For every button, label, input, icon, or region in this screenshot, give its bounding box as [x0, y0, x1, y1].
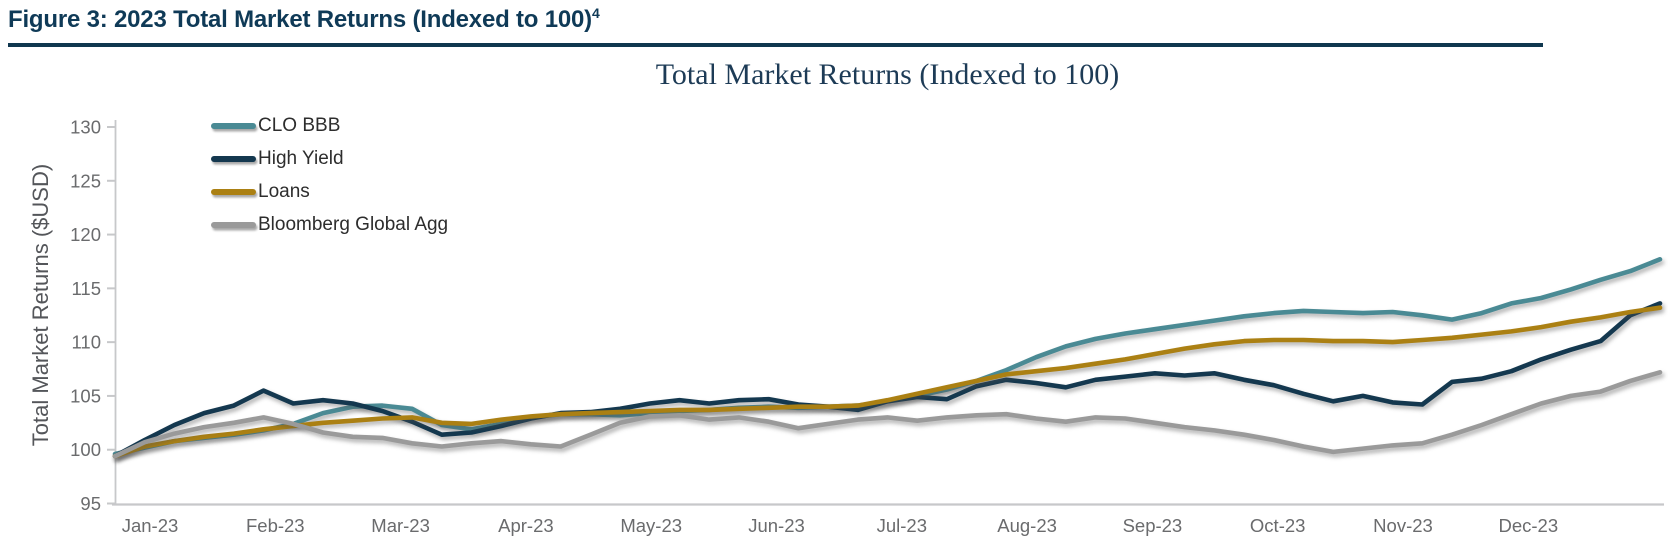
y-tick-label: 130	[70, 117, 101, 138]
x-tick-label: Feb-23	[246, 515, 305, 536]
y-tick-label: 100	[70, 439, 101, 460]
x-tick-label: May-23	[620, 515, 682, 536]
legend-item: High Yield	[211, 149, 448, 169]
x-tick-label: Jun-23	[748, 515, 805, 536]
legend-item: Bloomberg Global Agg	[211, 215, 448, 235]
legend-item: Loans	[211, 182, 448, 202]
y-tick-label: 95	[80, 493, 101, 514]
y-tick-label: 125	[70, 170, 101, 191]
chart-title: Total Market Returns (Indexed to 100)	[655, 58, 1120, 91]
legend-label: Loans	[258, 181, 310, 202]
figure-header: Figure 3: 2023 Total Market Returns (Ind…	[8, 6, 1543, 47]
series-line-clo-bbb	[112, 256, 1663, 457]
series-line-high-yield	[112, 301, 1663, 459]
x-tick-label: Nov-23	[1373, 515, 1433, 536]
legend-swatch-icon	[211, 222, 256, 228]
figure-title-text: Figure 3: 2023 Total Market Returns (Ind…	[8, 6, 592, 33]
x-tick-label: Mar-23	[371, 515, 430, 536]
y-tick-label: 105	[70, 385, 101, 406]
legend-swatch-icon	[211, 189, 256, 195]
footnote-marker: 4	[591, 5, 600, 21]
y-tick-label: 115	[72, 278, 102, 299]
y-tick-label: 120	[70, 224, 101, 245]
x-tick-label: Oct-23	[1250, 515, 1306, 536]
series-line-bloomberg-global-agg	[112, 369, 1663, 459]
x-tick-label: Apr-23	[498, 515, 554, 536]
legend-swatch-icon	[211, 156, 256, 162]
y-tick-label: 110	[72, 332, 102, 353]
x-tick-label: Jan-23	[122, 515, 179, 536]
legend-item: CLO BBB	[211, 116, 448, 136]
figure-title: Figure 3: 2023 Total Market Returns (Ind…	[8, 6, 1543, 34]
legend-swatch-icon	[211, 123, 256, 129]
x-tick-label: Jul-23	[877, 515, 927, 536]
x-tick-label: Aug-23	[997, 515, 1057, 536]
chart-legend: CLO BBB High Yield Loans Bloomberg Global A…	[211, 116, 448, 235]
legend-label: High Yield	[258, 148, 344, 169]
x-tick-label: Sep-23	[1123, 515, 1183, 536]
legend-label: CLO BBB	[258, 115, 341, 136]
legend-label: Bloomberg Global Agg	[258, 214, 449, 235]
series-line-loans	[112, 305, 1663, 459]
x-tick-label: Dec-23	[1498, 515, 1558, 536]
